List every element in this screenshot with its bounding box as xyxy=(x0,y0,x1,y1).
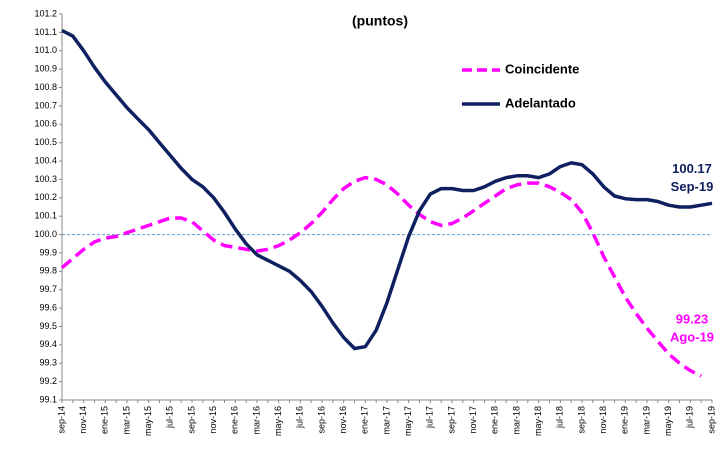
x-tick-label: sep-17 xyxy=(446,406,456,434)
x-tick-label: jul-18 xyxy=(555,406,565,429)
x-tick-label: sep-14 xyxy=(56,406,66,434)
y-tick-label: 100.4 xyxy=(34,155,57,165)
x-tick-label: ene-19 xyxy=(620,406,630,434)
y-tick-label: 100.5 xyxy=(34,137,57,147)
y-tick-label: 100.8 xyxy=(34,82,57,92)
x-tick-label: jul-16 xyxy=(295,406,305,429)
y-tick-label: 100.7 xyxy=(34,100,57,110)
x-tick-label: may-15 xyxy=(143,406,153,436)
y-tick-label: 99.4 xyxy=(39,339,57,349)
y-tick-label: 99.2 xyxy=(39,376,57,386)
y-tick-label: 100.9 xyxy=(34,64,57,74)
x-tick-label: may-17 xyxy=(403,406,413,436)
date-label: Ago-19 xyxy=(670,330,714,345)
x-tick-label: jul-15 xyxy=(165,406,175,429)
y-tick-label: 100.1 xyxy=(34,211,57,221)
y-tick-label: 101.0 xyxy=(34,45,57,55)
x-tick-label: mar-16 xyxy=(251,406,261,435)
y-tick-label: 100.6 xyxy=(34,119,57,129)
x-tick-label: nov-17 xyxy=(468,406,478,434)
x-tick-label: sep-19 xyxy=(706,406,716,434)
x-tick-label: nov-15 xyxy=(208,406,218,434)
legend-label: Coincidente xyxy=(505,61,579,76)
x-tick-label: nov-18 xyxy=(598,406,608,434)
y-tick-label: 99.3 xyxy=(39,358,57,368)
x-tick-label: nov-14 xyxy=(78,406,88,434)
y-tick-label: 101.2 xyxy=(34,8,57,18)
x-tick-label: sep-18 xyxy=(576,406,586,434)
y-tick-label: 99.1 xyxy=(39,394,57,404)
y-tick-label: 99.7 xyxy=(39,284,57,294)
chart-title: (puntos) xyxy=(352,13,408,29)
y-tick-label: 100.3 xyxy=(34,174,57,184)
y-tick-label: 99.6 xyxy=(39,302,57,312)
x-tick-label: ene-15 xyxy=(100,406,110,434)
x-tick-label: mar-19 xyxy=(641,406,651,435)
x-tick-label: nov-16 xyxy=(338,406,348,434)
x-tick-label: may-19 xyxy=(663,406,673,436)
x-tick-label: jul-17 xyxy=(425,406,435,429)
x-tick-label: sep-16 xyxy=(316,406,326,434)
y-tick-label: 99.8 xyxy=(39,266,57,276)
y-tick-label: 100.0 xyxy=(34,229,57,239)
x-tick-label: ene-18 xyxy=(490,406,500,434)
x-tick-label: sep-15 xyxy=(186,406,196,434)
value-label: 99.23 xyxy=(676,312,709,327)
y-tick-label: 101.1 xyxy=(34,27,57,37)
date-label: Sep-19 xyxy=(671,179,714,194)
x-tick-label: ene-16 xyxy=(230,406,240,434)
y-tick-label: 99.5 xyxy=(39,321,57,331)
x-tick-label: jul-19 xyxy=(685,406,695,429)
x-tick-label: mar-15 xyxy=(121,406,131,435)
x-tick-label: mar-18 xyxy=(511,406,521,435)
x-tick-label: mar-17 xyxy=(381,406,391,435)
series-line xyxy=(60,175,702,378)
y-tick-label: 100.2 xyxy=(34,192,57,202)
x-tick-label: may-16 xyxy=(273,406,283,436)
value-label: 100.17 xyxy=(672,161,712,176)
series-line xyxy=(61,28,713,351)
legend-label: Adelantado xyxy=(505,95,576,110)
y-tick-label: 99.9 xyxy=(39,247,57,257)
x-tick-label: may-18 xyxy=(533,406,543,436)
x-tick-label: ene-17 xyxy=(360,406,370,434)
